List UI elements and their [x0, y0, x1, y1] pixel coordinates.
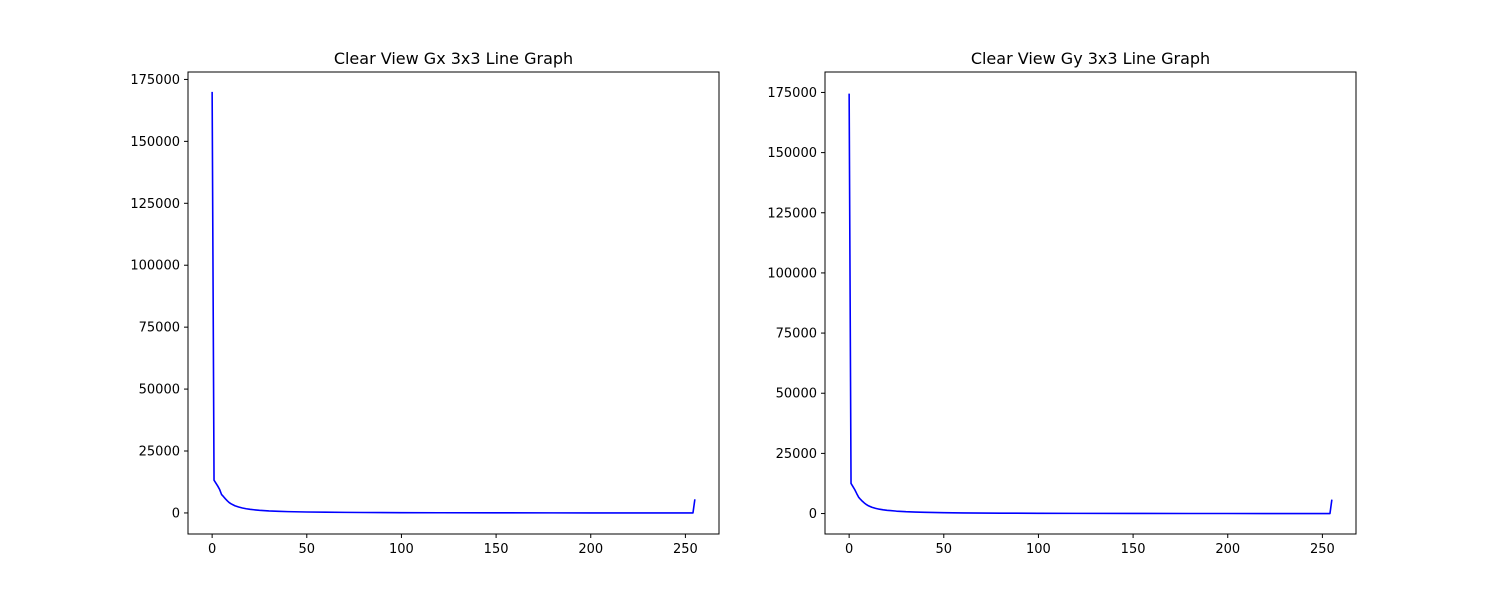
plot-frame: [824, 71, 1357, 535]
y-tick-label: 100000: [130, 259, 180, 274]
x-tick-label: 250: [673, 542, 698, 557]
y-tick-label: 150000: [767, 146, 817, 161]
x-tick-label: 0: [845, 542, 853, 557]
plot-frame: [187, 71, 720, 535]
y-tick-label: 0: [809, 507, 817, 522]
chart-title: Clear View Gx 3x3 Line Graph: [334, 49, 573, 68]
x-tick-label: 150: [1121, 542, 1146, 557]
y-tick-label: 150000: [130, 135, 180, 150]
y-tick-label: 0: [172, 506, 180, 521]
y-tick-label: 125000: [767, 206, 817, 221]
y-tick-label: 175000: [767, 86, 817, 101]
series-line: [848, 93, 1333, 515]
chart-title: Clear View Gy 3x3 Line Graph: [971, 49, 1210, 68]
y-tick-label: 75000: [776, 327, 817, 342]
x-tick-label: 0: [208, 542, 216, 557]
x-tick-label: 200: [1215, 542, 1240, 557]
y-tick-label: 75000: [139, 321, 180, 336]
x-tick-label: 100: [1026, 542, 1051, 557]
y-tick-label: 25000: [139, 445, 180, 460]
y-tick-label: 175000: [130, 73, 180, 88]
x-tick-label: 50: [936, 542, 953, 557]
y-tick-label: 100000: [767, 266, 817, 281]
x-tick-label: 250: [1310, 542, 1335, 557]
x-tick-label: 200: [578, 542, 603, 557]
y-tick-label: 25000: [776, 447, 817, 462]
gx-line-chart: Clear View Gx 3x3 Line Graph 0 50 100 150 20…: [130, 49, 720, 557]
y-tick-label: 125000: [130, 197, 180, 212]
series-line: [211, 91, 696, 514]
x-tick-label: 150: [484, 542, 509, 557]
y-tick-label: 50000: [776, 387, 817, 402]
gy-line-chart: Clear View Gy 3x3 Line Graph 0 50 100 150 20…: [767, 49, 1357, 557]
x-tick-label: 50: [299, 542, 316, 557]
x-tick-label: 100: [389, 542, 414, 557]
y-tick-label: 50000: [139, 383, 180, 398]
